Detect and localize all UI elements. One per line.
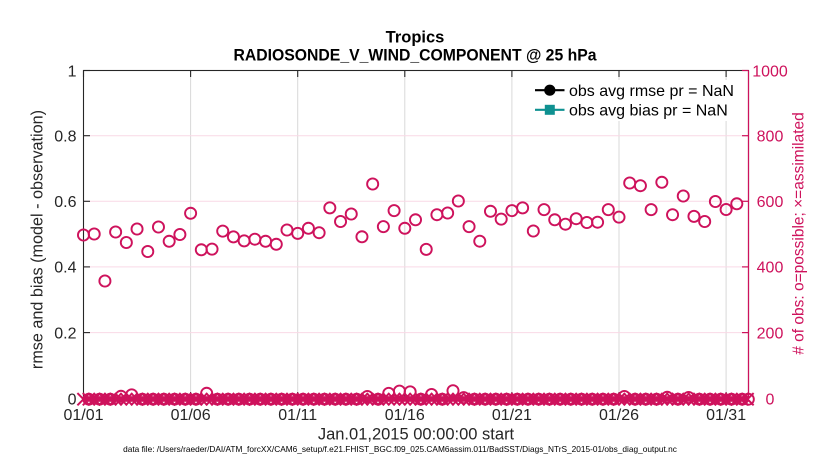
- svg-text:RADIOSONDE_V_WIND_COMPONENT @: RADIOSONDE_V_WIND_COMPONENT @ 25 hPa: [234, 47, 598, 65]
- svg-text:01/11: 01/11: [278, 407, 317, 424]
- svg-text:01/26: 01/26: [599, 407, 639, 424]
- svg-text:01/31: 01/31: [706, 407, 746, 424]
- svg-text:200: 200: [757, 325, 784, 342]
- svg-text:800: 800: [757, 129, 784, 146]
- svg-text:0.2: 0.2: [54, 325, 76, 342]
- svg-text:0.8: 0.8: [54, 129, 76, 146]
- svg-text:Jan.01,2015 00:00:00 start: Jan.01,2015 00:00:00 start: [318, 426, 515, 444]
- svg-text:0.6: 0.6: [54, 194, 76, 211]
- svg-text:obs avg bias pr = NaN: obs avg bias pr = NaN: [569, 102, 728, 119]
- svg-text:0.4: 0.4: [54, 260, 76, 277]
- svg-text:01/21: 01/21: [492, 407, 532, 424]
- svg-text:0: 0: [68, 391, 77, 408]
- svg-text:data file: /Users/raeder/DAI/A: data file: /Users/raeder/DAI/ATM_forcXX/…: [123, 444, 677, 454]
- svg-text:Tropics: Tropics: [386, 28, 445, 46]
- svg-text:# of obs: o=possible; ×=assimi: # of obs: o=possible; ×=assimilated: [791, 112, 808, 355]
- svg-text:400: 400: [757, 260, 784, 277]
- svg-text:0: 0: [766, 391, 775, 408]
- svg-text:rmse and bias (model - observa: rmse and bias (model - observation): [29, 110, 47, 369]
- svg-text:obs avg rmse pr = NaN: obs avg rmse pr = NaN: [569, 83, 734, 100]
- svg-text:600: 600: [757, 194, 784, 211]
- svg-text:1: 1: [68, 63, 77, 80]
- svg-text:01/01: 01/01: [63, 407, 103, 424]
- svg-text:1000: 1000: [752, 63, 788, 80]
- svg-text:01/06: 01/06: [171, 407, 211, 424]
- svg-text:01/16: 01/16: [385, 407, 425, 424]
